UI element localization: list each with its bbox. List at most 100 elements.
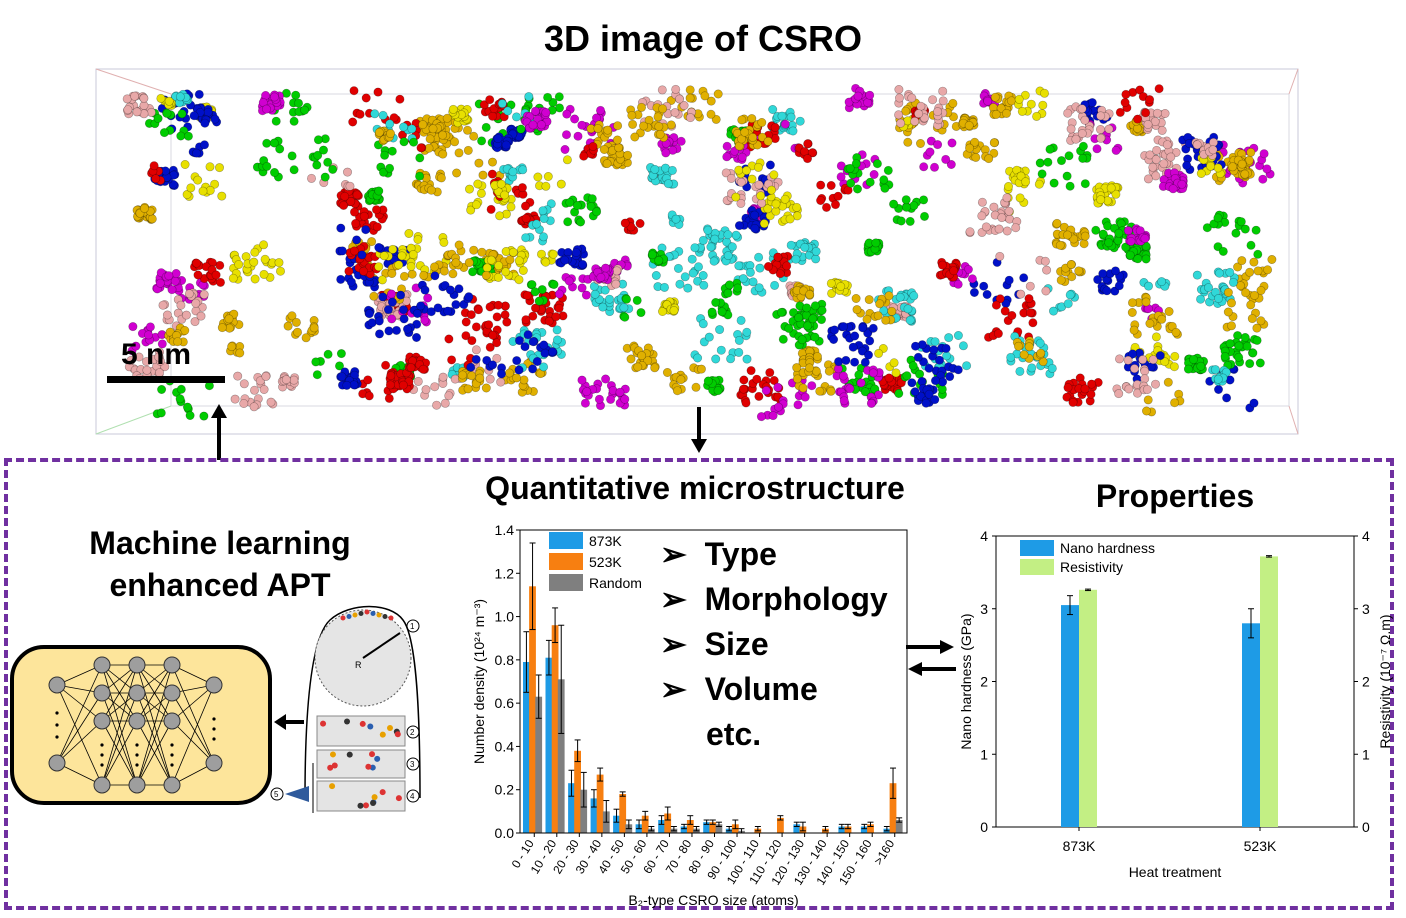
atom xyxy=(773,402,783,412)
atom xyxy=(1002,193,1012,203)
atom xyxy=(953,330,963,340)
hist-legend-label: Random xyxy=(589,575,642,591)
atom xyxy=(259,269,269,279)
atom xyxy=(528,364,538,374)
props-y2-tick-label: 3 xyxy=(1362,601,1370,617)
atom xyxy=(146,107,156,117)
atom xyxy=(1169,362,1179,372)
atom xyxy=(596,272,606,282)
atom xyxy=(990,92,1000,102)
apt-label: 3 xyxy=(410,760,415,769)
atom xyxy=(1251,225,1261,235)
atom xyxy=(374,127,384,137)
atom xyxy=(769,375,779,385)
atom xyxy=(361,225,371,235)
atom xyxy=(666,120,676,130)
atom xyxy=(698,271,708,281)
atom xyxy=(439,237,449,247)
atom xyxy=(726,173,736,183)
atom xyxy=(628,119,638,129)
atom xyxy=(895,292,905,302)
atom xyxy=(471,322,481,332)
atom xyxy=(274,258,284,268)
atom xyxy=(734,347,744,357)
atom xyxy=(1035,338,1045,348)
atom xyxy=(709,256,719,266)
atom xyxy=(1133,114,1143,124)
atom xyxy=(674,94,684,104)
atom xyxy=(685,85,695,95)
atom xyxy=(1258,174,1268,184)
atom xyxy=(493,272,503,282)
atom xyxy=(344,266,354,276)
atom xyxy=(738,384,748,394)
atom xyxy=(291,90,301,100)
atom xyxy=(612,135,622,145)
atom xyxy=(464,292,474,302)
atom xyxy=(385,119,395,129)
atom-clusters xyxy=(122,83,1277,422)
atom xyxy=(416,301,426,311)
atom xyxy=(811,246,821,256)
atom xyxy=(1196,169,1206,179)
atom xyxy=(786,112,796,122)
atom xyxy=(259,384,269,394)
atom xyxy=(191,298,201,308)
atom xyxy=(620,312,630,322)
atom xyxy=(970,137,980,147)
atom xyxy=(737,152,747,162)
atom xyxy=(524,92,534,102)
atom xyxy=(323,349,333,359)
atom xyxy=(157,384,167,394)
atom xyxy=(189,111,199,121)
atom xyxy=(891,368,901,378)
atom xyxy=(755,263,765,273)
atom xyxy=(1032,111,1042,121)
atom xyxy=(271,116,281,126)
atom xyxy=(741,166,751,176)
atom xyxy=(1078,153,1088,163)
hist-legend-label: 523K xyxy=(589,554,622,570)
atom xyxy=(1223,307,1233,317)
atom xyxy=(756,412,766,422)
atom xyxy=(1064,151,1074,161)
atom xyxy=(826,181,836,191)
atom xyxy=(830,200,840,210)
atom xyxy=(200,118,210,128)
atom xyxy=(1096,195,1106,205)
atom xyxy=(313,135,323,145)
atom xyxy=(1225,267,1235,277)
atom xyxy=(731,230,741,240)
atom xyxy=(270,168,280,178)
atom xyxy=(301,333,311,343)
atom xyxy=(651,271,661,281)
atom xyxy=(754,180,764,190)
atom xyxy=(530,106,540,116)
atom xyxy=(1249,398,1259,408)
atom xyxy=(1011,223,1021,233)
atom xyxy=(1126,236,1136,246)
nn-node xyxy=(205,676,223,694)
atom xyxy=(433,303,443,313)
props-bar xyxy=(1242,623,1260,827)
atom xyxy=(848,342,858,352)
atom xyxy=(1037,169,1047,179)
atom xyxy=(478,170,488,180)
atom xyxy=(409,137,419,147)
atom xyxy=(407,269,417,279)
atom xyxy=(627,110,637,120)
atom xyxy=(447,355,457,365)
atom xyxy=(851,294,861,304)
atom xyxy=(514,336,524,346)
atom xyxy=(1052,218,1062,228)
atom xyxy=(438,372,448,382)
atom xyxy=(493,134,503,144)
atom xyxy=(398,380,408,390)
atom xyxy=(562,155,572,165)
nn-node xyxy=(163,776,181,794)
atom xyxy=(1091,225,1101,235)
atom xyxy=(560,255,570,265)
atom xyxy=(792,363,802,373)
atom xyxy=(534,296,544,306)
bullet-item: etc. xyxy=(706,716,762,752)
